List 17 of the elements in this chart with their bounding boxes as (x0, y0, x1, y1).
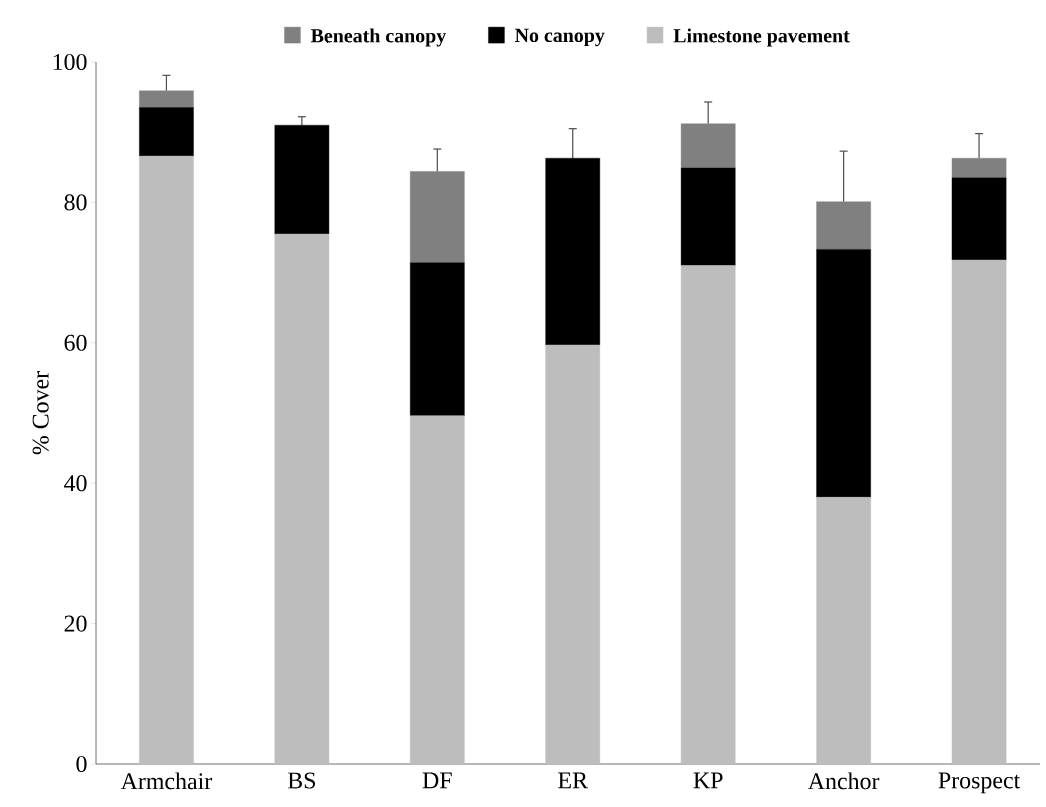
y-tick-label: 80 (64, 194, 87, 211)
x-tick-label: BS (287, 772, 316, 789)
y-tick-label: 60 (64, 334, 87, 351)
x-tick-label: Armchair (120, 772, 213, 790)
x-tick-label: DF (422, 772, 452, 789)
x-tick-label: KP (693, 772, 723, 789)
y-tick-label: 100 (53, 53, 87, 71)
y-tick-label: 40 (64, 475, 87, 492)
y-tick-label: 20 (64, 615, 87, 632)
legend-label: Limestone pavement (673, 28, 850, 47)
legend-label: No canopy (515, 28, 605, 47)
x-tick-label: Anchor (808, 772, 880, 790)
y-tick-label: 0 (76, 755, 87, 773)
legend-label: Beneath canopy (310, 28, 447, 47)
x-tick-label: Prospect (938, 772, 1021, 794)
y-axis-title: % Cover (32, 371, 49, 455)
x-tick-label: ER (558, 772, 588, 789)
